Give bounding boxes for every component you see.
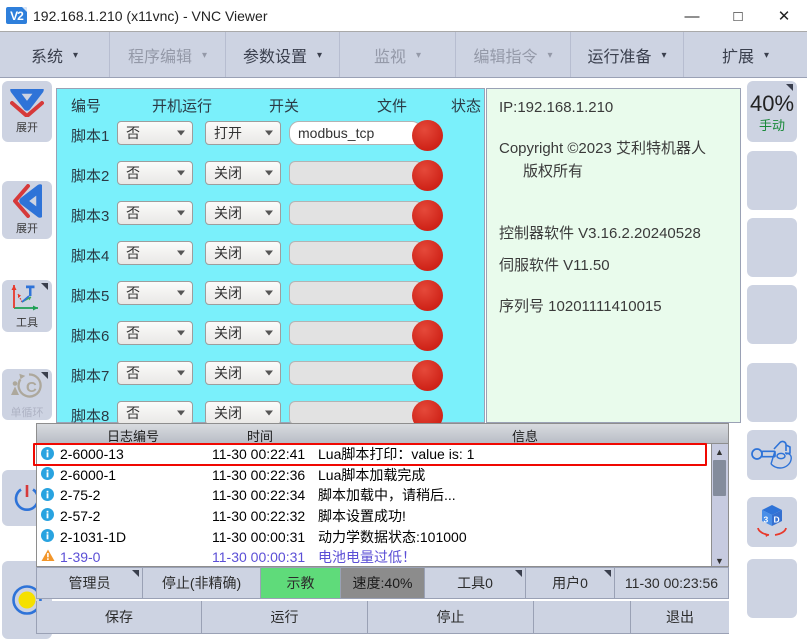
- svg-text:D: D: [774, 515, 780, 525]
- svg-text:C: C: [26, 379, 37, 396]
- svg-text:3: 3: [764, 515, 769, 525]
